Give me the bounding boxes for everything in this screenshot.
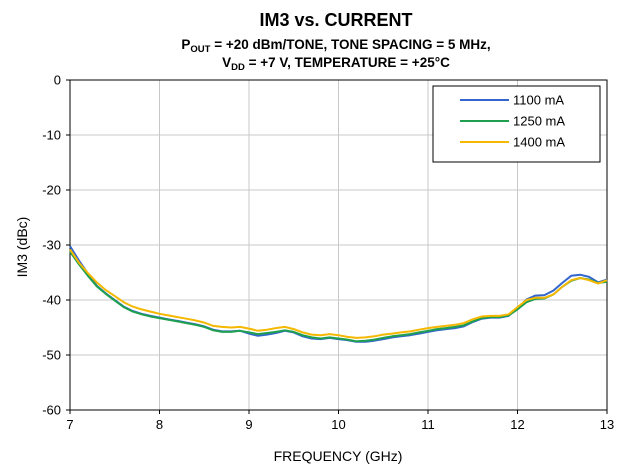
legend: 1100 mA 1250 mA 1400 mA <box>432 85 601 163</box>
y-tick-label: -20 <box>42 183 61 198</box>
series-line-1400-ma <box>69 248 608 339</box>
x-tick-label: 13 <box>600 417 614 432</box>
x-axis-ticks: 7 8 9 10 11 12 13 <box>66 410 614 432</box>
y-axis-ticks: 0 -10 -20 -30 -40 -50 -60 <box>42 73 70 418</box>
legend-box <box>432 85 601 163</box>
legend-entry: 1250 mA <box>513 114 565 129</box>
legend-entry: 1400 mA <box>513 135 565 150</box>
x-tick-label: 11 <box>421 417 435 432</box>
x-tick-label: 9 <box>245 417 252 432</box>
legend-entry: 1100 mA <box>513 93 564 108</box>
y-tick-label: -40 <box>42 293 61 308</box>
x-tick-label: 10 <box>331 417 345 432</box>
subtitle-p-sub: OUT <box>190 44 210 55</box>
chart-title: IM3 vs. CURRENT <box>259 10 412 30</box>
y-tick-label: -50 <box>42 348 61 363</box>
x-tick-label: 12 <box>510 417 524 432</box>
chart-subtitle-line2: VDD = +7 V, TEMPERATURE = +25°C <box>222 55 450 73</box>
x-tick-label: 7 <box>66 417 73 432</box>
chart-subtitle-line1: POUT = +20 dBm/TONE, TONE SPACING = 5 MH… <box>181 37 490 55</box>
x-tick-label: 8 <box>156 417 163 432</box>
y-tick-label: 0 <box>54 73 61 88</box>
y-tick-label: -60 <box>42 403 61 418</box>
subtitle-p: P <box>181 37 190 52</box>
subtitle-v: V <box>222 55 231 70</box>
subtitle-line2-rest: = +7 V, TEMPERATURE = +25°C <box>245 55 450 70</box>
x-axis-label: FREQUENCY (GHz) <box>274 448 403 464</box>
y-tick-label: -10 <box>42 128 61 143</box>
y-axis-label: IM3 (dBc) <box>14 217 30 278</box>
y-tick-label: -30 <box>42 238 61 253</box>
subtitle-v-sub: DD <box>231 62 245 73</box>
series-lines <box>69 245 608 343</box>
subtitle-line1-rest: = +20 dBm/TONE, TONE SPACING = 5 MHz, <box>210 37 490 52</box>
series-line-1250-ma <box>69 251 608 343</box>
